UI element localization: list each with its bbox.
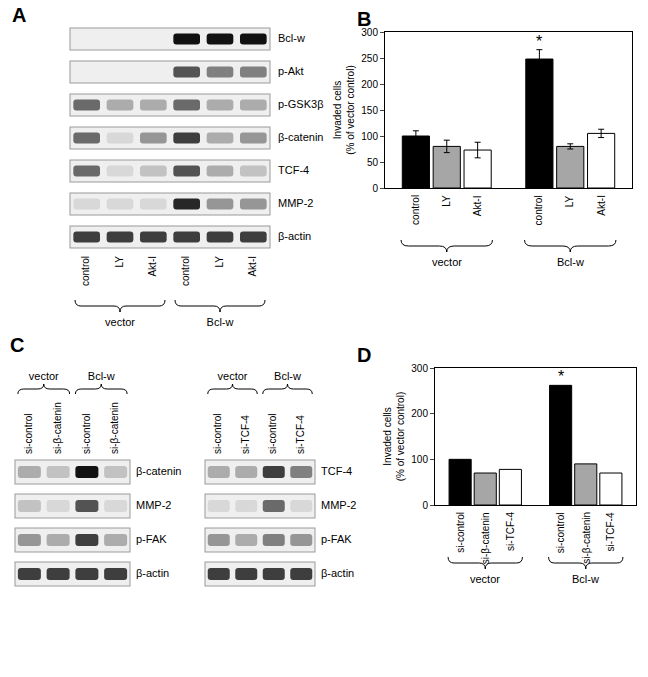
svg-text:TCF-4: TCF-4 [321, 465, 352, 477]
svg-text:Akt-I: Akt-I [596, 195, 607, 216]
svg-text:control: control [410, 195, 421, 225]
svg-text:si-TCF-4: si-TCF-4 [605, 512, 616, 551]
svg-text:150: 150 [361, 105, 378, 116]
svg-text:p-GSK3β: p-GSK3β [278, 98, 323, 110]
svg-text:50: 50 [367, 157, 379, 168]
svg-text:control: control [180, 256, 191, 286]
svg-text:Akt-I: Akt-I [472, 196, 483, 217]
svg-text:200: 200 [361, 79, 378, 90]
svg-text:MMP-2: MMP-2 [321, 499, 356, 511]
svg-text:Bcl-w: Bcl-w [557, 256, 584, 268]
svg-text:si-TCF-4: si-TCF-4 [505, 512, 516, 551]
svg-text:p-FAK: p-FAK [321, 533, 352, 545]
svg-text:vector: vector [105, 316, 135, 328]
svg-text:Invaded cells(% of vector cont: Invaded cells(% of vector control) [332, 65, 356, 154]
svg-text:0: 0 [422, 500, 428, 511]
svg-text:300: 300 [361, 27, 378, 38]
svg-text:D: D [357, 344, 371, 366]
svg-text:A: A [12, 4, 26, 26]
svg-text:control: control [533, 195, 544, 225]
svg-text:MMP-2: MMP-2 [136, 499, 171, 511]
svg-text:Akt-I: Akt-I [147, 256, 158, 277]
svg-text:si-control: si-control [455, 512, 466, 553]
svg-text:LY: LY [114, 256, 125, 268]
svg-text:β-actin: β-actin [278, 230, 311, 242]
svg-text:MMP-2: MMP-2 [278, 197, 313, 209]
svg-text:B: B [357, 8, 371, 30]
svg-text:Bcl-w: Bcl-w [88, 370, 115, 382]
svg-text:β-actin: β-actin [321, 567, 354, 579]
svg-text:p-FAK: p-FAK [136, 533, 167, 545]
svg-text:β-catenin: β-catenin [278, 131, 323, 143]
svg-text:Bcl-w: Bcl-w [207, 316, 234, 328]
svg-text:vector: vector [432, 256, 462, 268]
svg-text:si-control: si-control [81, 413, 92, 454]
svg-text:0: 0 [372, 183, 378, 194]
svg-text:vector: vector [470, 573, 500, 585]
svg-text:Bcl-w: Bcl-w [274, 370, 301, 382]
svg-text:Bcl-w: Bcl-w [278, 32, 305, 44]
svg-text:p-Akt: p-Akt [278, 65, 304, 77]
svg-text:β-catenin: β-catenin [136, 465, 181, 477]
svg-text:Bcl-w: Bcl-w [572, 573, 599, 585]
svg-text:si-TCF-4: si-TCF-4 [295, 415, 306, 454]
svg-text:si-TCF-4: si-TCF-4 [240, 415, 251, 454]
svg-text:TCF-4: TCF-4 [278, 164, 309, 176]
svg-text:100: 100 [361, 131, 378, 142]
svg-text:si-β-catenin: si-β-catenin [581, 512, 592, 564]
svg-text:*: * [558, 368, 564, 385]
svg-text:250: 250 [361, 53, 378, 64]
svg-text:200: 200 [411, 408, 428, 419]
svg-text:si-control: si-control [212, 413, 223, 454]
svg-text:vector: vector [218, 370, 248, 382]
svg-text:si-control: si-control [267, 413, 278, 454]
svg-text:si-β-catenin: si-β-catenin [52, 402, 63, 454]
svg-text:100: 100 [411, 454, 428, 465]
svg-text:vector: vector [29, 370, 59, 382]
svg-text:si-control: si-control [555, 513, 566, 554]
svg-text:C: C [10, 334, 24, 356]
svg-text:LY: LY [564, 195, 575, 207]
svg-text:LY: LY [214, 256, 225, 268]
svg-text:β-actin: β-actin [136, 567, 169, 579]
svg-text:si-control: si-control [23, 413, 34, 454]
svg-text:LY: LY [441, 195, 452, 207]
svg-text:si-β-catenin: si-β-catenin [480, 512, 491, 564]
svg-text:si-β-catenin: si-β-catenin [109, 402, 120, 454]
svg-text:300: 300 [411, 363, 428, 374]
svg-text:*: * [536, 33, 542, 50]
svg-text:control: control [80, 256, 91, 286]
svg-text:Invaded cells(% of vector cont: Invaded cells(% of vector control) [382, 392, 406, 481]
svg-text:Akt-I: Akt-I [247, 256, 258, 277]
